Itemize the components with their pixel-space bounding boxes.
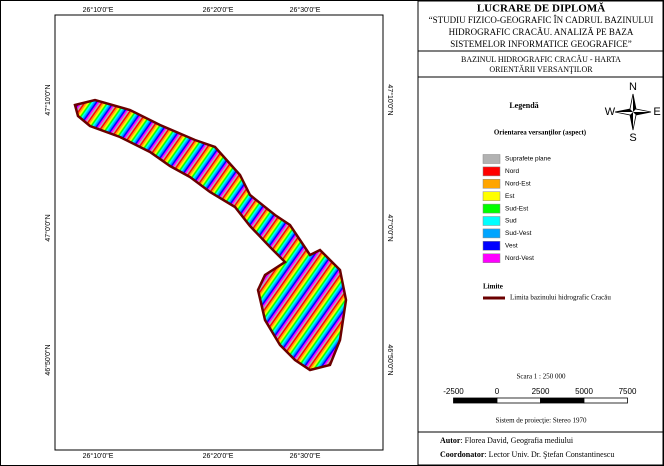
legend-swatch: [482, 203, 501, 214]
scale-segment: [453, 397, 498, 404]
legend-title: Legendă: [509, 101, 538, 110]
longitude-label: 26°10'0"E: [83, 6, 114, 14]
legend-label: Sud-Vest: [505, 230, 532, 237]
longitude-label: 26°10'0"E: [83, 452, 114, 460]
limits-title: Limite: [483, 283, 503, 291]
scale-tick-label: 7500: [619, 387, 637, 396]
legend-swatch: [482, 154, 501, 164]
legend-swatch: [482, 166, 501, 177]
legend-swatch: [482, 253, 501, 263]
legend-label: Nord-Vest: [505, 255, 534, 262]
legend-subtitle: Orientarea versanţilor (aspect): [494, 129, 587, 137]
legend-label: Sud-Est: [505, 205, 528, 212]
latitude-label: 47°0'0"N: [386, 214, 394, 241]
legend-label: Sud: [505, 218, 517, 225]
scale-segment: [540, 397, 585, 404]
legend-label: Vest: [505, 243, 518, 250]
legend-swatch: [482, 191, 501, 201]
title: LUCRARE DE DIPLOMĂ: [477, 3, 605, 15]
basin-map: [73, 98, 348, 372]
latitude-label: 46°50'0"N: [386, 344, 394, 375]
map-frame: [54, 14, 384, 451]
projection: Sistem de proiecţie: Stereo 1970: [496, 417, 587, 425]
longitude-label: 26°30'0"E: [290, 6, 321, 14]
subtitle: “STUDIU FIZICO-GEOGRAFIC ÎN CADRUL BAZIN…: [429, 15, 654, 25]
author: Autor: Florea David, Geografia mediului: [440, 436, 574, 445]
coordinator-label: Coordonator: [440, 450, 485, 459]
coordinator: Coordonator: Lector Univ. Dr. Ştefan Con…: [440, 450, 614, 459]
longitude-label: 26°20'0"E: [203, 452, 234, 460]
compass-rose: [614, 93, 652, 131]
coordinator-name: : Lector Univ. Dr. Ştefan Constantinescu: [484, 450, 614, 459]
latitude-label: 47°0'0"N: [44, 214, 52, 241]
compass-letter: E: [653, 106, 660, 118]
author-name: : Florea David, Geografia mediului: [460, 436, 573, 445]
map-title: BAZINUL HIDROGRAFIC CRACĂU - HARTA: [461, 55, 621, 64]
info-panel: [417, 0, 664, 466]
basin-area: [73, 98, 348, 372]
compass-letter: N: [629, 81, 637, 93]
compass-letter: S: [629, 132, 636, 144]
legend-label: Suprafete plane: [505, 156, 551, 163]
legend-swatch: [482, 228, 501, 239]
scale-segment: [583, 397, 628, 404]
limit-label: Limita bazinului hidrografic Cracău: [510, 294, 611, 302]
legend-swatch: [482, 216, 501, 226]
author-label: Autor: [440, 436, 461, 445]
longitude-label: 26°20'0"E: [203, 6, 234, 14]
legend-swatch: [482, 241, 501, 251]
longitude-label: 26°30'0"E: [290, 452, 321, 460]
scale-text: Scara 1 : 250 000: [517, 373, 566, 381]
latitude-label: 47°10'0"N: [386, 84, 394, 115]
latitude-label: 46°50'0"N: [44, 344, 52, 375]
scale-tick-label: 5000: [575, 387, 593, 396]
compass-letter: W: [605, 106, 616, 118]
scale-segment: [496, 397, 541, 404]
map-title: ORIENTĂRII VERSANŢILOR: [489, 65, 593, 74]
legend-label: Nord-Est: [505, 181, 531, 188]
legend-label: Nord: [505, 168, 519, 175]
subtitle: HIDROGRAFIC CRACĂU. ANALIZĂ PE BAZA: [449, 27, 634, 37]
latitude-label: 47°10'0"N: [44, 84, 52, 115]
legend-label: Est: [505, 193, 515, 200]
scale-tick-label: 0: [495, 387, 500, 396]
subtitle: SISTEMELOR INFORMATICE GEOGRAFICE”: [450, 39, 632, 49]
scale-tick-label: -2500: [443, 387, 464, 396]
legend-swatch: [482, 179, 501, 189]
scale-tick-label: 2500: [532, 387, 550, 396]
